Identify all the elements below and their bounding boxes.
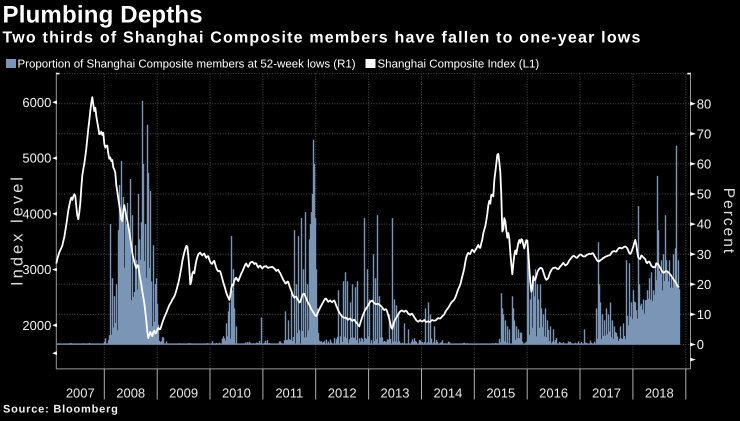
svg-text:2015: 2015 bbox=[486, 386, 515, 401]
svg-text:70: 70 bbox=[697, 126, 711, 141]
svg-text:2011: 2011 bbox=[275, 386, 303, 401]
svg-text:6000: 6000 bbox=[22, 95, 51, 110]
svg-text:Proportion of Shanghai Composi: Proportion of Shanghai Composite members… bbox=[18, 59, 356, 71]
svg-text:40: 40 bbox=[697, 217, 711, 232]
svg-text:Index level: Index level bbox=[9, 174, 27, 286]
svg-text:0: 0 bbox=[697, 337, 704, 352]
svg-text:Source: Bloomberg: Source: Bloomberg bbox=[3, 403, 119, 415]
svg-text:4000: 4000 bbox=[22, 206, 51, 221]
svg-text:2000: 2000 bbox=[22, 318, 51, 333]
svg-text:2008: 2008 bbox=[116, 386, 145, 401]
svg-text:2016: 2016 bbox=[539, 386, 568, 401]
svg-text:30: 30 bbox=[697, 247, 711, 262]
svg-text:Plumbing Depths: Plumbing Depths bbox=[3, 2, 203, 29]
svg-text:Two thirds of Shanghai Composi: Two thirds of Shanghai Composite members… bbox=[3, 30, 642, 47]
svg-text:5000: 5000 bbox=[22, 151, 51, 166]
svg-text:Percent: Percent bbox=[720, 188, 737, 255]
svg-text:2009: 2009 bbox=[169, 386, 198, 401]
svg-text:2017: 2017 bbox=[592, 386, 621, 401]
svg-text:2018: 2018 bbox=[645, 386, 674, 401]
svg-text:50: 50 bbox=[697, 187, 711, 202]
svg-text:2013: 2013 bbox=[381, 386, 410, 401]
svg-text:2012: 2012 bbox=[328, 386, 357, 401]
svg-text:60: 60 bbox=[697, 157, 711, 172]
svg-text:2010: 2010 bbox=[222, 386, 251, 401]
svg-text:2007: 2007 bbox=[66, 386, 95, 401]
svg-text:Shanghai Composite Index (L1): Shanghai Composite Index (L1) bbox=[378, 59, 540, 71]
svg-text:10: 10 bbox=[697, 307, 711, 322]
svg-text:3000: 3000 bbox=[22, 262, 51, 277]
svg-text:2014: 2014 bbox=[433, 386, 462, 401]
svg-text:80: 80 bbox=[697, 96, 711, 111]
svg-text:20: 20 bbox=[697, 277, 711, 292]
